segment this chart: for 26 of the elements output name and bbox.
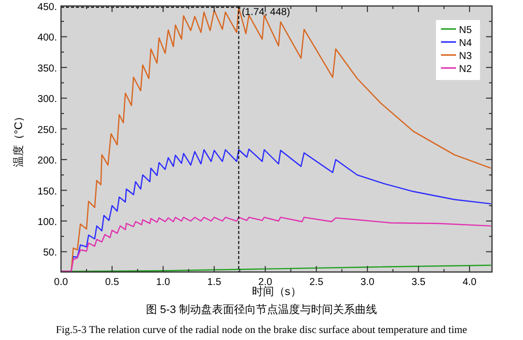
x-axis-title: 时间（s） [252,285,302,298]
y-tick-label: 350. [38,63,57,74]
legend-label: N3 [459,51,472,62]
x-tick-label: 3.0 [360,277,375,288]
y-tick-label: 50. [43,248,57,259]
x-tick-label: 0.5 [105,277,120,288]
x-tick-label: 1.0 [156,277,171,288]
x-tick-label: 3.5 [412,277,426,288]
x-tick-label: 1.5 [207,277,222,288]
y-tick-label: 450. [38,2,57,13]
y-tick-label: 300. [38,94,57,106]
y-axis-title: 温度（°C） [12,110,25,168]
x-tick-label: 0.0 [54,277,68,288]
annotation: (1.74, 448) [242,7,290,18]
y-tick-label: 250. [38,124,57,136]
x-tick-label: 2.5 [309,277,324,288]
y-tick-label: 400. [38,32,57,44]
legend-label: N2 [459,64,472,75]
y-tick-label: 100. [38,217,57,228]
caption: 图 5-3 制动盘表面径向节点温度与时间关系曲线 [146,303,378,316]
y-tick-label: 200. [38,156,57,167]
x-tick-label: 4.0 [462,277,477,288]
legend-label: N5 [459,25,472,36]
y-tick-label: 150. [38,186,57,198]
legend-label: N4 [459,38,472,49]
caption: Fig.5-3 The relation curve of the radial node on the brake disc surface about temperature and time [56,325,468,336]
